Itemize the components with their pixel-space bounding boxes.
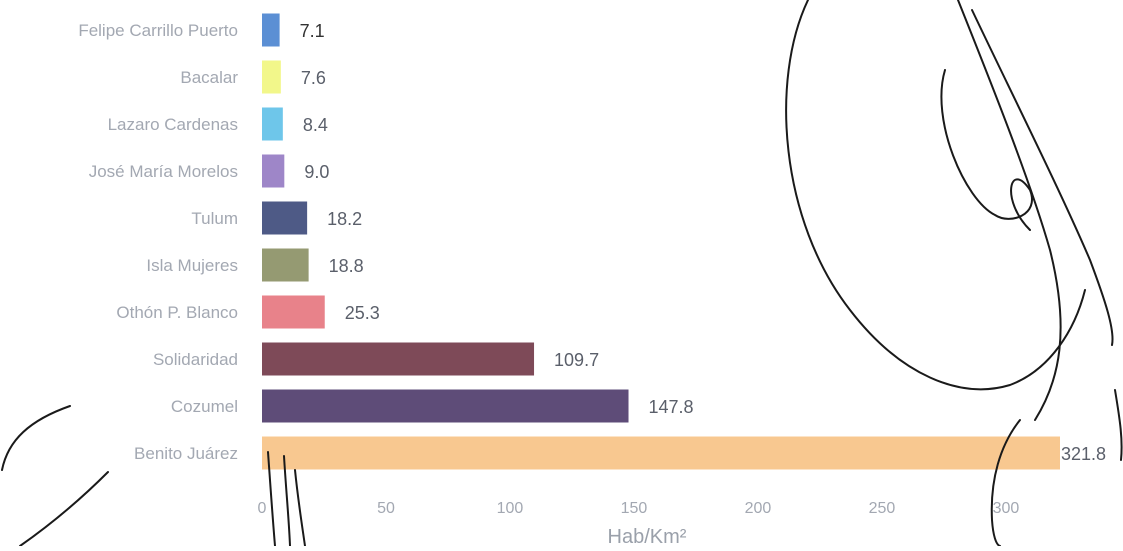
value-label: 9.0: [304, 162, 329, 182]
value-label: 7.6: [301, 68, 326, 88]
value-label: 18.2: [327, 209, 362, 229]
bar: [262, 201, 308, 235]
value-label: 321.8: [1061, 444, 1106, 464]
value-label: 7.1: [300, 21, 325, 41]
bar: [262, 13, 280, 47]
category-label: Benito Juárez: [134, 444, 238, 463]
x-axis-ticks: 0 50 100 150 200 250 300: [258, 500, 1020, 517]
bar: [262, 389, 629, 423]
x-tick-label: 100: [497, 500, 524, 517]
x-tick-label: 150: [621, 500, 648, 517]
signature-left-curve: [1, 405, 109, 547]
bar: [262, 342, 535, 376]
bars-layer: [262, 13, 1060, 470]
category-label: Solidaridad: [153, 350, 238, 369]
signature-squiggle: [940, 69, 1033, 231]
category-label: Bacalar: [180, 68, 238, 87]
category-label: Othón P. Blanco: [116, 303, 238, 322]
category-label: Isla Mujeres: [146, 256, 238, 275]
bar: [262, 436, 1060, 470]
category-label: Lazaro Cardenas: [108, 115, 238, 134]
category-label: Felipe Carrillo Puerto: [78, 21, 238, 40]
value-label: 8.4: [303, 115, 328, 135]
value-label: 147.8: [649, 397, 694, 417]
signature-loop: [785, 0, 1086, 391]
x-tick-label: 300: [993, 500, 1020, 517]
value-label: 18.8: [329, 256, 364, 276]
bar: [262, 154, 285, 188]
signature-stroke-diagonal: [971, 9, 1114, 346]
bar: [262, 60, 281, 94]
signature-vertical-strokes: [267, 451, 306, 547]
x-tick-label: 0: [258, 500, 267, 517]
x-axis-title: Hab/Km²: [608, 526, 687, 546]
bar: [262, 295, 325, 329]
signature-stroke-long: [957, 0, 1062, 421]
signature-tail: [990, 419, 1021, 547]
value-label: 109.7: [554, 350, 599, 370]
x-tick-label: 50: [377, 500, 395, 517]
bar: [262, 107, 283, 141]
x-tick-label: 200: [745, 500, 772, 517]
value-labels: 7.1 7.6 8.4 9.0 18.2 18.8 25.3 109.7 147.8 321.8: [300, 21, 1106, 464]
category-labels: Felipe Carrillo Puerto Bacalar Lazaro Card…: [78, 21, 238, 463]
category-label: Cozumel: [171, 397, 238, 416]
category-label: José María Morelos: [89, 162, 238, 181]
signature-right-edge: [1114, 389, 1123, 461]
category-label: Tulum: [191, 209, 238, 228]
x-tick-label: 250: [869, 500, 896, 517]
value-label: 25.3: [345, 303, 380, 323]
bar: [262, 248, 309, 282]
